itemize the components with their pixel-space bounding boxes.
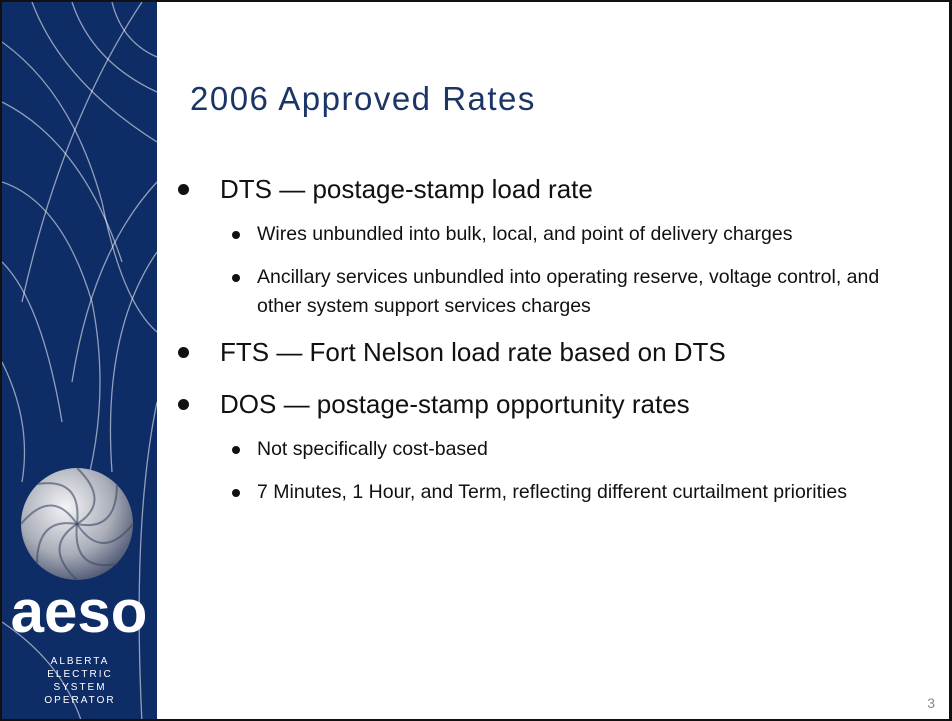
sub-bullet: 7 Minutes, 1 Hour, and Term, reflecting … — [174, 478, 914, 507]
page-number: 3 — [927, 695, 935, 711]
bullet-text: DOS — postage-stamp opportunity rates — [220, 389, 690, 419]
sub-bullet: Not specifically cost-based — [174, 435, 914, 464]
bullet: DOS — postage-stamp opportunity rates No… — [174, 387, 914, 507]
sidebar-bg — [2, 2, 157, 719]
org-line: SYSTEM — [53, 682, 106, 693]
logo-text: aeso — [11, 578, 148, 645]
bullet: FTS — Fort Nelson load rate based on DTS — [174, 335, 914, 369]
sub-bullet: Ancillary services unbundled into operat… — [174, 263, 914, 321]
sub-bullet: Wires unbundled into bulk, local, and po… — [174, 220, 914, 249]
bullet: DTS — postage-stamp load rate Wires unbu… — [174, 172, 914, 321]
bullet-text: FTS — Fort Nelson load rate based on DTS — [220, 337, 726, 367]
sidebar: aeso ALBERTA ELECTRIC SYSTEM OPERATOR — [2, 2, 157, 719]
decorative-lines — [2, 2, 157, 719]
slide-title: 2006 Approved Rates — [190, 80, 536, 117]
bullet-text: DTS — postage-stamp load rate — [220, 174, 593, 204]
org-line: ELECTRIC — [47, 669, 112, 680]
bullet-list: DTS — postage-stamp load rate Wires unbu… — [174, 172, 914, 521]
org-line: ALBERTA — [51, 656, 110, 667]
logo-swirl — [20, 467, 134, 581]
org-line: OPERATOR — [44, 695, 115, 706]
